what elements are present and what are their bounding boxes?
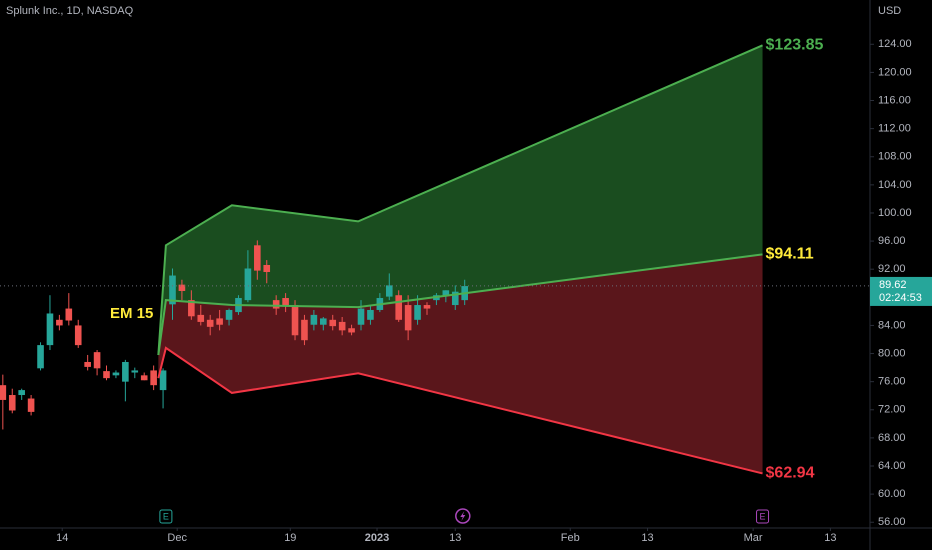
x-tick-label: 13 — [449, 532, 461, 544]
candle-body — [357, 308, 365, 325]
candle-body — [442, 290, 450, 296]
x-tick-label: Mar — [744, 532, 763, 544]
candle-body — [84, 361, 91, 367]
candle-body — [395, 295, 403, 320]
middle-value-label: $94.11 — [766, 246, 814, 263]
candle-body — [27, 398, 35, 412]
candle-body — [385, 285, 393, 297]
event-marker — [455, 508, 471, 524]
y-tick-label: 104.00 — [878, 179, 912, 191]
countdown: 02:24:53 — [879, 292, 922, 304]
x-tick-label: 14 — [56, 532, 68, 544]
event-label: E — [163, 511, 169, 521]
candle-body — [131, 370, 139, 373]
y-tick-label: 92.00 — [878, 263, 906, 275]
y-tick-label: 76.00 — [878, 376, 906, 388]
y-tick-label: 108.00 — [878, 151, 912, 163]
currency: USD — [878, 5, 901, 17]
candle-body — [216, 318, 223, 325]
y-tick-label: 64.00 — [878, 460, 906, 472]
event-marker — [756, 509, 770, 524]
candle-body — [272, 300, 280, 309]
lower-value-label: $62.94 — [766, 465, 815, 482]
candle-body — [122, 361, 129, 382]
x-tick-label: Dec — [167, 532, 187, 544]
y-tick-label: 68.00 — [878, 432, 906, 444]
candle-body — [103, 371, 110, 379]
candle-body — [65, 308, 73, 321]
candle-body — [93, 352, 101, 369]
y-tick-label: 96.00 — [878, 235, 906, 247]
candle-body — [338, 321, 346, 331]
candle-body — [291, 305, 299, 336]
y-tick-label: 80.00 — [878, 347, 906, 359]
candle-body — [404, 305, 412, 331]
y-tick-label: 56.00 — [878, 516, 906, 528]
candle-body — [254, 245, 261, 271]
y-tick-label: 124.00 — [878, 38, 912, 50]
candle-body — [56, 319, 63, 326]
event-marker — [159, 509, 173, 524]
x-tick-label: 2023 — [365, 532, 389, 544]
upper-range-fill — [158, 45, 763, 355]
candle-body — [18, 390, 25, 396]
candle-body — [46, 313, 54, 346]
y-tick-label: 72.00 — [878, 404, 906, 416]
candle-body — [225, 309, 233, 320]
event-label: E — [760, 511, 766, 521]
candle-body — [451, 291, 459, 306]
candle-body — [8, 395, 16, 411]
candle-body — [159, 370, 167, 391]
upper-line — [157, 44, 763, 356]
x-tick-label: Feb — [561, 532, 580, 544]
y-tick-label: 84.00 — [878, 319, 906, 331]
candle-body — [310, 314, 318, 325]
candle-body — [74, 325, 82, 346]
candle-body — [0, 385, 7, 400]
candle-body — [348, 328, 355, 333]
candle-body — [301, 319, 308, 341]
candle-body — [150, 370, 157, 386]
candle-body — [414, 305, 421, 320]
middle-line — [157, 253, 763, 356]
candle-body — [178, 284, 186, 291]
y-tick-label: 100.00 — [878, 207, 912, 219]
em-label: EM 15 — [110, 305, 153, 322]
candle-body — [282, 298, 289, 306]
candle-body — [244, 268, 252, 301]
x-tick-label: 19 — [284, 532, 296, 544]
candle-body — [37, 345, 44, 369]
last-price-box — [870, 276, 932, 306]
y-tick-label: 112.00 — [878, 123, 911, 135]
last-price-label: 89.62 — [879, 279, 907, 291]
candle-body — [329, 319, 337, 327]
lower-line — [157, 346, 763, 475]
y-tick-label: 60.00 — [878, 488, 906, 500]
candle-body — [206, 319, 214, 327]
candle-body — [188, 300, 195, 317]
candle-body — [140, 375, 148, 381]
upper-value-label: $123.85 — [766, 37, 824, 54]
y-tick-label: 116.00 — [878, 94, 911, 106]
candle-body — [263, 264, 271, 273]
chart-title: Splunk Inc., 1D, NASDAQ — [6, 5, 134, 17]
candle-body — [320, 318, 327, 325]
event-icon — [460, 511, 466, 521]
x-tick-label: 13 — [824, 532, 836, 544]
y-tick-label: 120.00 — [878, 66, 912, 78]
candle-body — [112, 372, 120, 376]
lower-range-fill — [158, 254, 763, 474]
candle-body — [423, 305, 431, 309]
x-tick-label: 13 — [641, 532, 653, 544]
candle-body — [197, 314, 205, 322]
candle-body — [169, 275, 176, 305]
candle-body — [367, 309, 374, 320]
